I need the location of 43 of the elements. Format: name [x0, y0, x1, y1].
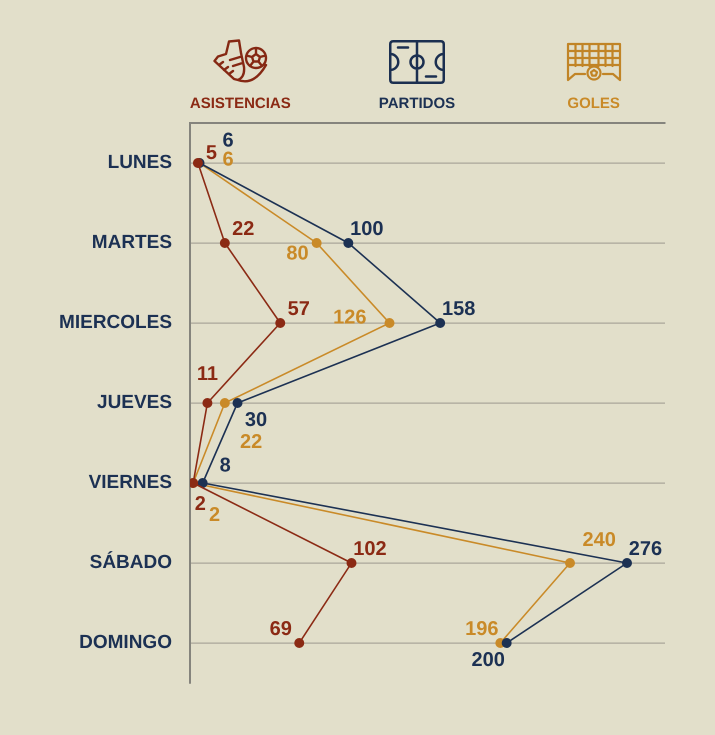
data-label: 158 — [442, 298, 476, 320]
point — [232, 398, 242, 408]
data-label: 100 — [350, 218, 384, 240]
point — [622, 558, 632, 568]
data-label: 2 — [208, 504, 220, 526]
data-label: 8 — [220, 454, 231, 477]
y-tick-label: LUNES — [108, 152, 172, 174]
data-label: 69 — [270, 618, 292, 640]
data-label: 80 — [286, 242, 309, 264]
data-label: 240 — [582, 529, 616, 551]
point — [346, 558, 356, 568]
data-label: 11 — [196, 363, 218, 385]
y-tick-label: VIERNES — [88, 472, 172, 494]
data-label: 126 — [333, 306, 367, 329]
point — [312, 238, 322, 248]
legend-label: GOLES — [567, 95, 620, 112]
y-tick-label: JUEVES — [97, 392, 172, 414]
y-tick-label: SÁBADO — [90, 551, 172, 574]
point — [343, 238, 354, 248]
point — [202, 398, 212, 408]
point — [275, 318, 286, 328]
y-tick-label: MIERCOLES — [59, 312, 172, 334]
text: PARTIDOS — [378, 95, 456, 112]
point — [384, 318, 394, 328]
y-tick-label: DOMINGO — [79, 632, 172, 654]
data-label: 276 — [628, 538, 662, 560]
text: ASISTENCIAS — [190, 95, 291, 112]
data-label: 102 — [353, 538, 387, 560]
point — [565, 558, 575, 568]
data-label: 57 — [288, 298, 310, 320]
data-label: 2 — [194, 493, 206, 515]
data-label: 30 — [244, 409, 268, 431]
data-label: 22 — [240, 431, 262, 453]
data-label: 200 — [472, 649, 505, 671]
data-label: 196 — [465, 618, 499, 640]
point — [502, 638, 512, 648]
point — [294, 638, 304, 648]
data-label: 5 — [206, 142, 218, 164]
point — [435, 318, 446, 328]
point — [220, 238, 230, 248]
point — [220, 398, 230, 408]
y-tick-label: MARTES — [92, 232, 172, 254]
data-label: 22 — [232, 218, 254, 240]
